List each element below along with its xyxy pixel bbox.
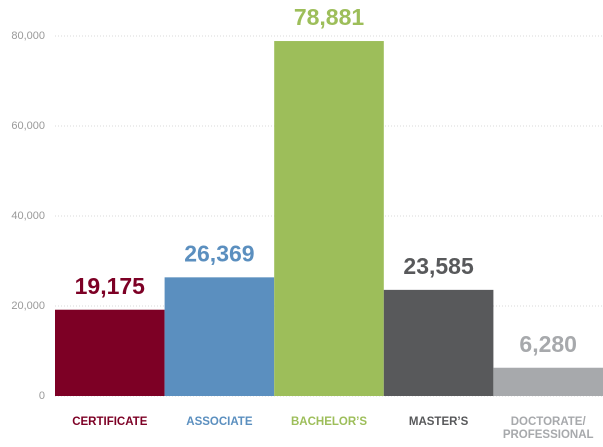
- bar: [383, 289, 494, 396]
- bar: [55, 309, 165, 396]
- y-tick-label: 0: [39, 390, 45, 402]
- y-tick-label: 40,000: [11, 210, 45, 222]
- y-tick-label: 60,000: [11, 120, 45, 132]
- value-label: 78,881: [294, 4, 365, 30]
- value-label: 6,280: [519, 331, 577, 357]
- x-tick-label: ASSOCIATE: [186, 416, 253, 428]
- y-tick-label: 80,000: [11, 30, 45, 42]
- bar: [274, 41, 384, 397]
- value-label: 26,369: [184, 240, 254, 266]
- value-label: 19,175: [75, 273, 146, 299]
- y-tick-label: 20,000: [11, 300, 45, 312]
- bar: [493, 367, 603, 396]
- value-label: 23,585: [403, 253, 474, 279]
- bar: [164, 277, 275, 396]
- x-tick-label: MASTER’S: [408, 416, 469, 428]
- x-tick-label: DOCTORATE/ PROFESSIONAL: [502, 416, 594, 441]
- x-tick-label: CERTIFICATE: [72, 416, 148, 428]
- x-tick-label: BACHELOR’S: [290, 416, 367, 428]
